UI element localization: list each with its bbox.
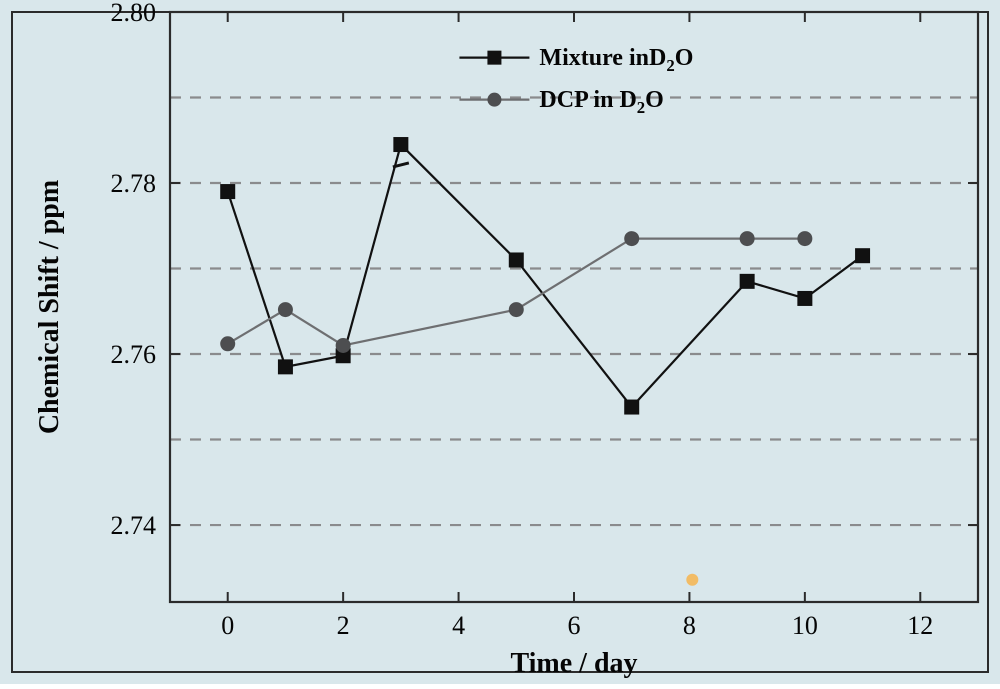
y-tick-label: 2.78 [111,169,157,198]
series-marker-circle [509,303,523,317]
x-tick-label: 0 [221,611,234,640]
x-tick-label: 6 [568,611,581,640]
series-marker-circle [625,232,639,246]
x-tick-label: 4 [452,611,465,640]
series-marker-square [798,291,812,305]
y-tick-label: 2.74 [111,511,157,540]
series-marker-square [856,249,870,263]
series-marker-circle [798,232,812,246]
series-marker-square [278,360,292,374]
chart-figure: { "chart": { "type": "line-scatter", "ba… [0,0,1000,684]
x-axis-label: Time / day [510,648,637,679]
x-tick-label: 2 [337,611,350,640]
y-tick-label: 2.80 [111,0,157,27]
series-marker-square [221,185,235,199]
series-marker-square [509,253,523,267]
y-axis-label: Chemical Shift / ppm [34,180,65,434]
legend-label: Mixture inD2O [539,38,839,78]
series-marker-circle [278,303,292,317]
series-marker-square [625,400,639,414]
legend-marker-circle [487,93,501,107]
series-marker-circle [221,337,235,351]
chart-svg: 0 2 4 6 8 10 12 2.74 2.76 2.78 2.80 Time / day Chemi… [0,0,1000,684]
artifact-speck [686,574,698,586]
x-tick-label: 12 [907,611,933,640]
series-marker-square [740,274,754,288]
y-tick-label: 2.76 [111,340,157,369]
series-marker-circle [336,338,350,352]
legend-label: DCP in D2O [539,80,839,120]
x-tick-label: 8 [683,611,696,640]
series-marker-circle [740,232,754,246]
x-tick-label: 10 [792,611,818,640]
series-marker-square [394,138,408,152]
legend-marker-square [487,51,501,65]
